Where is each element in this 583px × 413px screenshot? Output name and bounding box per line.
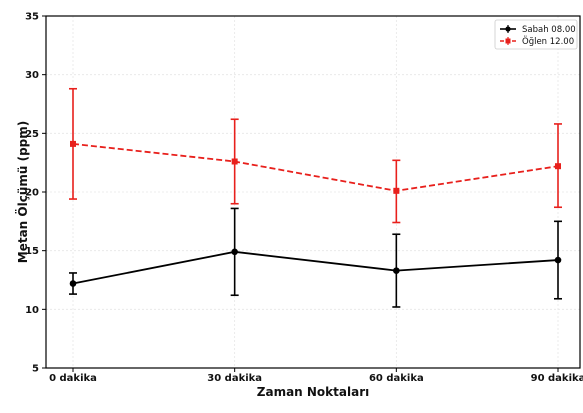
data-point — [231, 248, 238, 256]
y-tick-label: 10 — [25, 305, 39, 316]
y-tick-label: 35 — [25, 12, 39, 23]
x-tick-label: 30 dakika — [207, 373, 262, 384]
series-2 — [69, 87, 562, 224]
data-point — [393, 267, 400, 274]
y-tick-label: 20 — [25, 188, 39, 199]
x-axis-ticks: 0 dakika 30 dakika 60 dakika 90 dakika — [49, 368, 583, 384]
data-point — [555, 163, 561, 170]
series-1 — [69, 207, 562, 308]
legend-item-1: Sabah 08.00 — [500, 25, 576, 35]
series-line — [72, 250, 559, 285]
legend-label: Sabah 08.00 — [522, 25, 576, 35]
series-line — [72, 142, 559, 192]
y-axis-label: Metan Ölçümü (ppm) — [15, 121, 30, 263]
legend-label: Öğlen 12.00 — [522, 36, 574, 47]
y-tick-label: 15 — [25, 246, 39, 257]
grid — [46, 15, 580, 369]
y-tick-label: 5 — [32, 364, 39, 375]
legend-marker — [505, 38, 511, 44]
data-point — [231, 158, 238, 165]
legend-marker — [505, 26, 511, 32]
x-tick-label: 60 dakika — [369, 373, 424, 384]
data-point — [69, 280, 77, 287]
data-point — [393, 187, 400, 194]
data-point — [70, 140, 76, 147]
y-tick-label: 25 — [25, 129, 39, 140]
y-tick-label: 30 — [25, 70, 39, 81]
series-group — [69, 87, 562, 308]
x-tick-label: 0 dakika — [49, 373, 97, 384]
legend-item-2: Öğlen 12.00 — [500, 36, 574, 47]
y-axis-ticks: 5 10 15 20 25 30 35 — [25, 12, 46, 375]
x-axis-label: Zaman Noktaları — [257, 385, 369, 399]
x-tick-label: 90 dakika — [531, 373, 583, 384]
data-point — [554, 256, 562, 264]
